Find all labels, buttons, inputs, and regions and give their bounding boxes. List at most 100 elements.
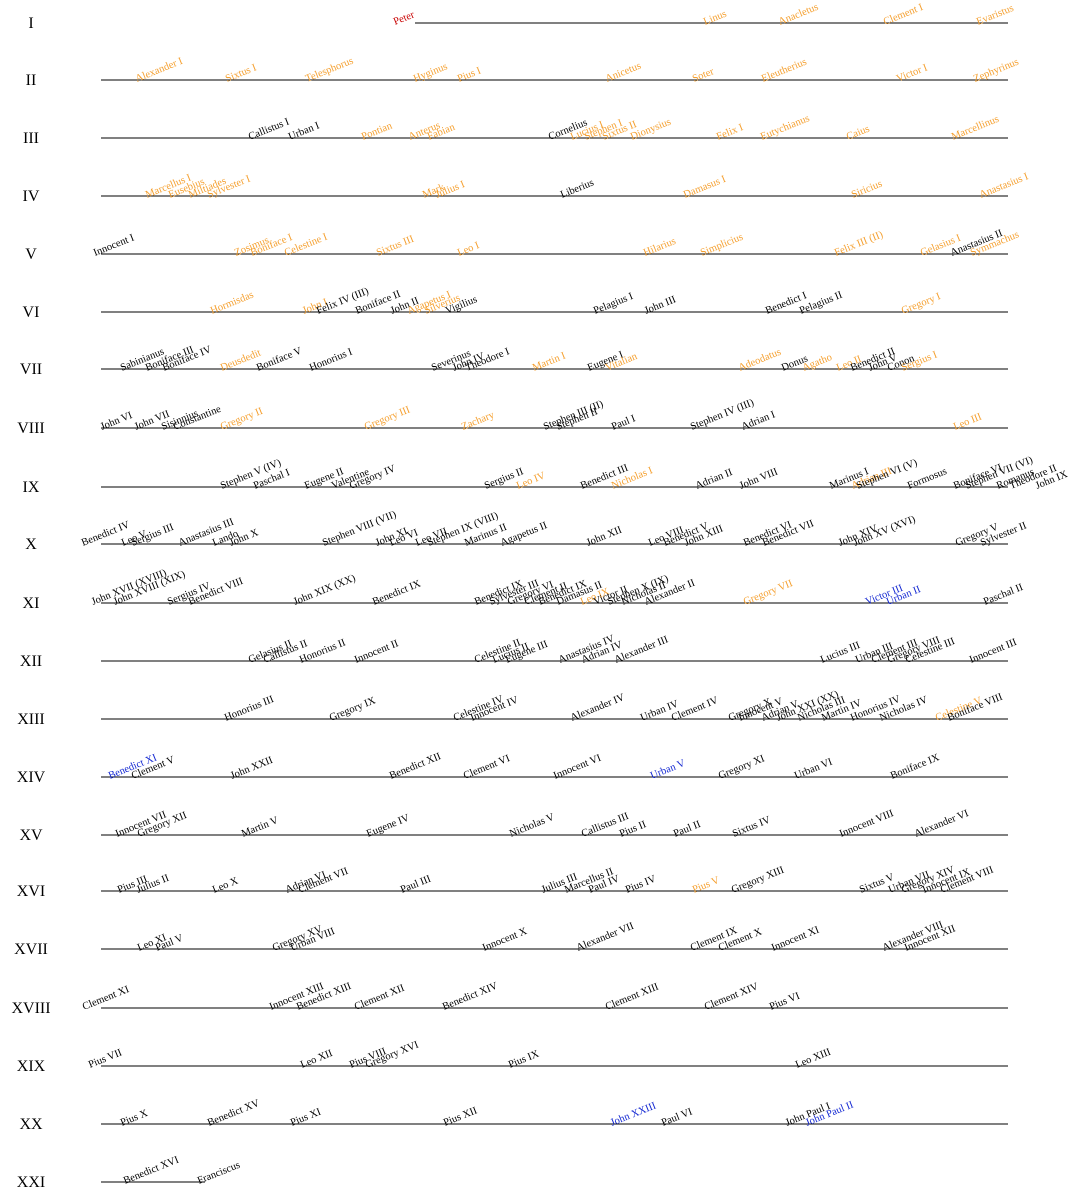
pope-name: Hormisdas [209, 290, 255, 317]
pope-entry: Martin V [240, 815, 280, 840]
pope-entry: Callistus I [247, 116, 291, 142]
pope-entry: John III [643, 294, 678, 317]
century-label: XIX [17, 1058, 46, 1075]
pope-entry: Pius XI [289, 1106, 323, 1128]
pope-name: Gregory I [900, 291, 943, 317]
pope-entry: Dionysius [629, 117, 673, 143]
pope-entry: Boniface V [255, 345, 304, 373]
pope-entry: Adrian I [740, 409, 777, 433]
pope-entry: Sylvester I [206, 173, 252, 200]
pope-name: John VIII [738, 466, 780, 492]
pope-entry: Adrian II [694, 467, 735, 492]
pope-name: Zephyrinus [972, 57, 1020, 85]
pope-name: Sixtus I [224, 62, 259, 85]
pope-entry: Pontian [360, 120, 395, 142]
pope-name: John XII [585, 525, 624, 549]
century-label: XX [19, 1116, 43, 1133]
pope-entry: Linus [702, 9, 728, 28]
pope-name: Simplicius [699, 232, 745, 259]
pope-entry: Julius I [434, 179, 467, 201]
pope-entry: Pius VI [768, 991, 802, 1013]
pope-name: Peter [392, 9, 417, 27]
century-label: XIII [17, 711, 45, 728]
century-label: XIV [17, 769, 46, 786]
pope-entry: Urban V [649, 758, 687, 782]
pope-name: Boniface V [255, 345, 304, 373]
century-label: XVIII [11, 1000, 50, 1017]
pope-name: Innocent II [353, 638, 401, 666]
pope-entry: Liberius [559, 177, 596, 200]
pope-entry: Victor I [895, 62, 930, 84]
century-label: VIII [17, 420, 45, 437]
pope-name: Hyginus [412, 61, 449, 85]
pope-name: Felix I [715, 122, 745, 143]
pope-name: Sixtus IV [731, 814, 773, 839]
pope-entry: Eleutherius [760, 57, 808, 85]
pope-entry: Paul VI [660, 1106, 694, 1128]
pope-name: Honorius I [308, 346, 355, 373]
pope-name: Sergius I [900, 349, 939, 373]
pope-name: Pius IV [624, 874, 658, 896]
pope-entry: Gregory III [363, 404, 412, 432]
pope-entry: Deusdedit [219, 348, 263, 374]
century-label: XII [20, 653, 42, 670]
pope-name: Gregory III [363, 404, 412, 432]
pope-entry: Evaristus [975, 3, 1015, 28]
pope-entry: Franciscus [196, 1160, 242, 1187]
pope-entry: Pelagius I [592, 291, 635, 317]
pope-name: Urban V [649, 758, 687, 782]
pope-entry: Anacletus [777, 2, 820, 28]
pope-name: Pius I [456, 65, 483, 84]
pope-entry: Paul III [399, 873, 433, 895]
pope-name: Adrian I [740, 409, 777, 433]
pope-name: Hilarius [642, 236, 677, 259]
pope-name: Linus [702, 9, 728, 28]
pope-entry: Pius XII [442, 1105, 479, 1129]
pope-name: Pius V [691, 875, 722, 896]
pope-name: Pontian [360, 120, 395, 142]
century-label: XVII [14, 941, 48, 958]
pope-entry: Sixtus I [224, 62, 259, 85]
century-label: XVI [17, 883, 45, 900]
pope-name: Paul VI [660, 1106, 694, 1128]
century-label: I [28, 15, 33, 32]
pope-entry: Hormisdas [209, 290, 255, 317]
pope-name: Pelagius I [592, 291, 635, 317]
pope-entry: Leo III [952, 411, 984, 432]
pope-name: Eleutherius [760, 57, 808, 85]
pope-name: Zachary [460, 409, 497, 432]
pope-entry: John VI [99, 410, 135, 433]
pope-name: Sylvester I [206, 173, 252, 200]
pope-entry: Leo X [211, 875, 240, 895]
pope-name: Sixtus III [375, 234, 416, 259]
pope-entry: Pius V [691, 875, 722, 896]
pope-name: Theodore I [464, 346, 512, 374]
pope-name: Leo XII [299, 1048, 335, 1071]
pope-entry: Pius X [119, 1108, 150, 1129]
pope-entry: John XXIII [609, 1100, 658, 1128]
pope-entry: Leo XII [299, 1048, 335, 1071]
pope-name: Pius X [119, 1108, 150, 1129]
century-label: III [23, 130, 39, 147]
pope-entry: Felix I [715, 122, 745, 143]
pope-entry: Clement I [882, 2, 925, 28]
pope-entry: Pius VII [87, 1047, 124, 1071]
pope-name: Damasus I [682, 174, 728, 201]
century-label: IV [23, 188, 40, 205]
pope-name: Anicetus [604, 61, 643, 85]
pope-name: Caius [845, 124, 871, 143]
pope-entry: Theodore I [464, 346, 512, 374]
pope-entry: Leo I [456, 240, 481, 259]
pope-name: Martin V [240, 815, 280, 840]
century-label: X [25, 536, 37, 553]
pope-entry: Sixtus III [375, 234, 416, 259]
pope-name: Clement I [882, 2, 925, 28]
pope-name: Pius VI [768, 991, 802, 1013]
pope-entry: Paul II [672, 819, 703, 840]
pope-entry: John XII [585, 525, 624, 549]
pope-name: Pius XI [289, 1106, 323, 1128]
pope-entry: Sixtus IV [731, 814, 773, 839]
pope-entry: Innocent II [353, 638, 401, 666]
pope-name: Paul II [672, 819, 703, 840]
pope-entry: Zephyrinus [972, 57, 1020, 85]
